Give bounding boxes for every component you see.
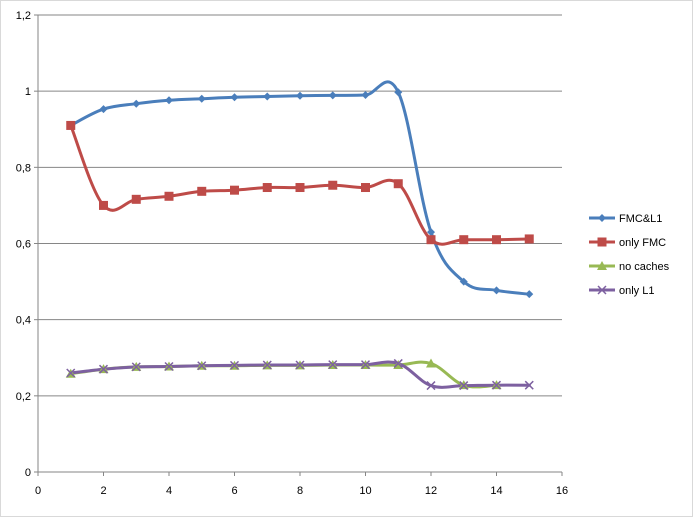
data-point-1 (426, 235, 436, 245)
series-markers (65, 88, 534, 391)
data-point-2 (426, 358, 436, 368)
x-tick-label: 14 (490, 485, 502, 497)
data-point-0 (165, 96, 173, 105)
data-point-0 (296, 91, 304, 100)
x-tick-label: 4 (166, 485, 172, 497)
x-tick-label: 2 (100, 485, 106, 497)
y-tick-label: 1,2 (16, 10, 31, 22)
data-point-3 (197, 361, 207, 371)
y-tick-label: 0,2 (16, 391, 31, 403)
data-point-1 (328, 180, 338, 190)
legend-label: only L1 (619, 285, 654, 297)
data-point-0 (394, 88, 403, 97)
data-point-0 (427, 228, 435, 237)
data-point-1 (393, 179, 403, 189)
data-point-1 (66, 120, 76, 130)
data-point-1 (262, 183, 272, 193)
x-tick-label: 6 (231, 485, 237, 497)
data-point-3 (491, 380, 502, 390)
x-tick-label: 8 (297, 485, 303, 497)
data-point-0 (230, 93, 239, 102)
data-point-3 (66, 368, 76, 378)
legend-label: only FMC (619, 237, 666, 249)
legend-label: FMC&L1 (619, 213, 662, 225)
data-point-1 (459, 235, 469, 245)
x-tick-label: 16 (556, 485, 568, 497)
data-point-3 (524, 380, 534, 390)
data-point-0 (525, 290, 534, 299)
data-point-3 (459, 381, 469, 391)
x-axis-ticks: 0 2 4 6 8 10 12 14 16 (35, 472, 568, 497)
data-point-3 (131, 362, 141, 372)
legend-marker (597, 261, 607, 270)
legend-marker (598, 214, 606, 222)
data-point-1 (230, 185, 239, 195)
data-point-1 (131, 194, 141, 204)
data-point-1 (99, 200, 108, 210)
series-lines (69, 80, 531, 389)
data-point-3 (229, 360, 240, 370)
data-point-3 (164, 361, 174, 372)
legend-marker (597, 237, 607, 247)
data-point-0 (263, 92, 272, 101)
legend-marker (597, 285, 607, 295)
data-point-1 (197, 186, 207, 196)
data-point-0 (492, 286, 501, 295)
data-point-1 (492, 235, 501, 245)
legend: FMC&L1 only FMC no caches only L1 (589, 213, 670, 297)
series-line-0 (69, 80, 531, 296)
y-tick-label: 1 (25, 86, 31, 98)
data-point-0 (328, 91, 337, 100)
y-tick-label: 0,8 (16, 162, 31, 174)
data-point-0 (132, 99, 141, 108)
data-point-3 (328, 360, 338, 370)
data-point-3 (360, 360, 371, 370)
y-tick-label: 0,6 (16, 239, 31, 251)
data-point-1 (361, 183, 370, 193)
y-tick-label: 0 (25, 467, 31, 479)
x-tick-label: 10 (359, 485, 371, 497)
x-tick-label: 12 (425, 485, 437, 497)
data-point-1 (295, 183, 305, 193)
data-point-3 (393, 358, 403, 368)
legend-label: no caches (619, 261, 670, 273)
data-point-1 (524, 234, 534, 244)
data-point-1 (164, 191, 174, 201)
data-point-3 (262, 360, 272, 370)
data-point-0 (361, 90, 370, 99)
y-axis-ticks: 0 0,2 0,4 0,6 0,8 1 1,2 (16, 10, 38, 479)
data-point-3 (426, 381, 436, 391)
data-point-0 (197, 94, 206, 103)
data-point-3 (98, 364, 109, 374)
y-tick-label: 0,4 (16, 315, 31, 327)
data-point-3 (295, 360, 305, 370)
data-point-0 (459, 277, 468, 286)
data-point-0 (99, 105, 108, 114)
gridlines (38, 14, 562, 397)
x-tick-label: 0 (35, 485, 41, 497)
